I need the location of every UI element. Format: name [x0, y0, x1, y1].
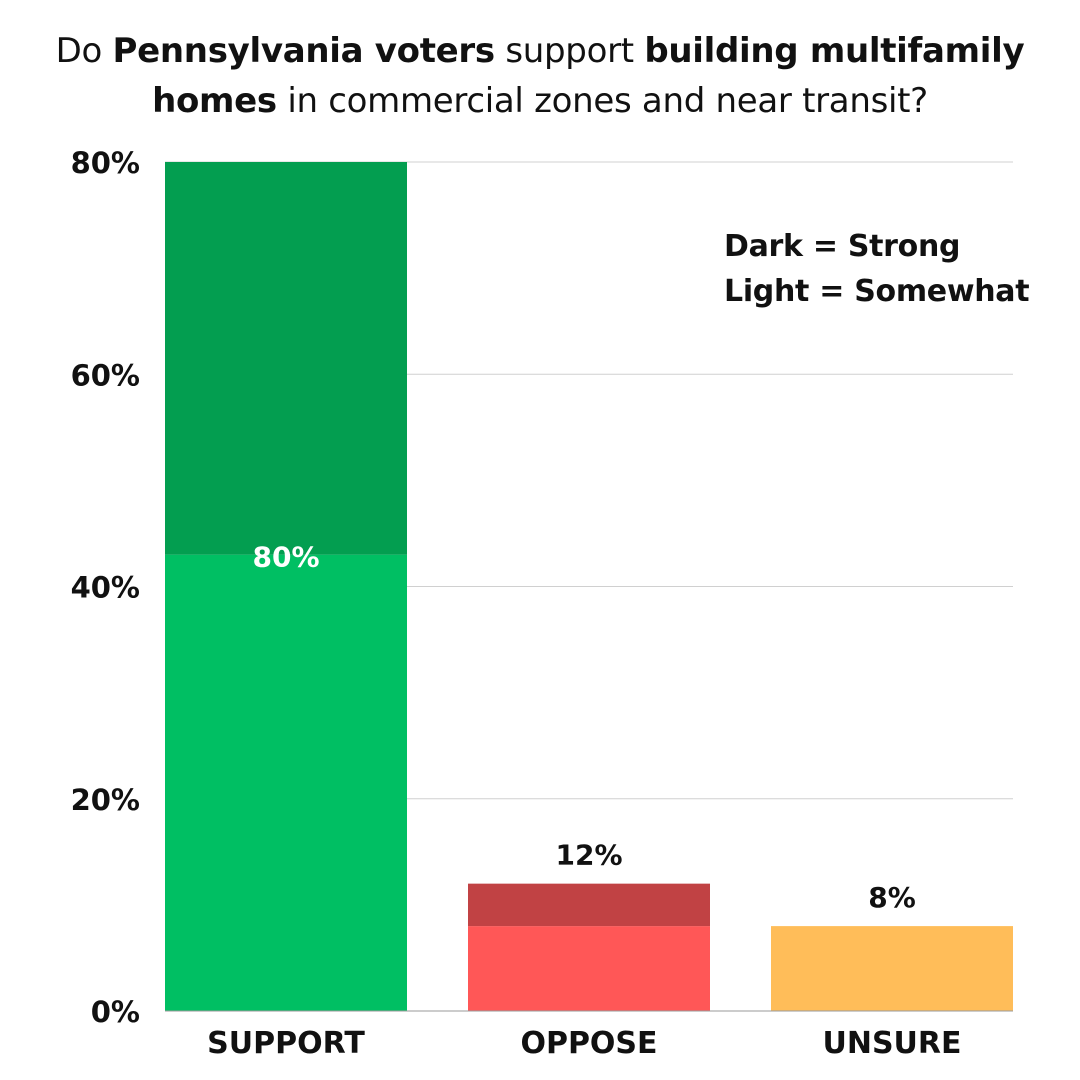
- bar-unsure-somewhat: [771, 926, 1013, 1011]
- y-tick-label: 60%: [71, 358, 140, 392]
- data-label: 8%: [868, 881, 916, 914]
- y-tick-label: 0%: [91, 995, 140, 1029]
- data-label: 80%: [252, 541, 319, 574]
- data-label: 12%: [555, 839, 622, 872]
- chart-title-line-1: Do Pennsylvania voters support building …: [0, 26, 1080, 76]
- title-line1-run-1: Pennsylvania voters: [112, 31, 496, 71]
- y-tick-label: 40%: [71, 571, 140, 605]
- legend-dark-strong: Dark = Strong: [724, 229, 961, 264]
- x-category-label: UNSURE: [822, 1026, 961, 1061]
- chart-title: Do Pennsylvania voters support building …: [0, 26, 1080, 126]
- title-line1-run-0: Do: [55, 31, 113, 71]
- title-line1-run-3: building multifamily: [644, 31, 1025, 71]
- x-category-label: SUPPORT: [207, 1026, 365, 1061]
- y-tick-label: 80%: [71, 146, 140, 180]
- bar-support-somewhat: [165, 554, 407, 1011]
- title-line2-run-1: in commercial zones and near transit?: [276, 81, 928, 121]
- legend-note: Dark = Strong Light = Somewhat: [724, 224, 1030, 314]
- legend-light-somewhat: Light = Somewhat: [724, 274, 1030, 309]
- bar-oppose-strong: [468, 883, 710, 927]
- chart-title-line-2: homes in commercial zones and near trans…: [0, 76, 1080, 126]
- y-tick-label: 20%: [71, 783, 140, 817]
- bar-support-strong: [165, 162, 407, 555]
- title-line2-run-0: homes: [152, 81, 277, 121]
- x-category-label: OPPOSE: [520, 1026, 657, 1061]
- bar-oppose-somewhat: [468, 926, 710, 1011]
- title-line1-run-2: support: [494, 31, 645, 71]
